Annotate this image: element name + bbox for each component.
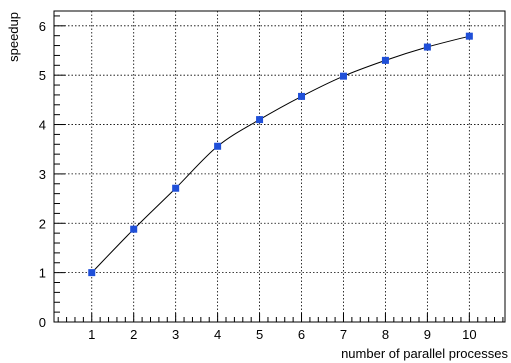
y-axis-label: speedup	[6, 12, 21, 62]
x-tick-label: 5	[256, 327, 263, 342]
y-tick-label: 6	[39, 19, 46, 34]
x-tick-label: 1	[88, 327, 95, 342]
x-tick-label: 9	[424, 327, 431, 342]
data-point	[130, 225, 138, 233]
data-point	[214, 142, 222, 150]
x-tick-label: 8	[382, 327, 389, 342]
x-tick-label: 6	[298, 327, 305, 342]
data-point	[423, 43, 431, 51]
x-tick-label: 7	[340, 327, 347, 342]
x-tick-label: 4	[214, 327, 221, 342]
x-tick-label: 3	[172, 327, 179, 342]
data-point	[381, 56, 389, 64]
data-point	[256, 116, 264, 124]
y-tick-label: 5	[39, 68, 46, 83]
y-tick-label: 4	[39, 118, 46, 133]
plot-frame	[53, 10, 506, 323]
data-point	[88, 269, 96, 277]
y-tick-label: 3	[39, 167, 46, 182]
x-tick-label: 10	[462, 327, 476, 342]
data-point	[339, 72, 347, 80]
series-line	[91, 35, 470, 273]
data-point	[172, 184, 180, 192]
labels: number of parallel processes speedup	[6, 12, 508, 361]
y-tick-label: 2	[39, 216, 46, 231]
series	[88, 32, 473, 277]
y-tick-label: 1	[39, 266, 46, 281]
axes: 1 2 3 4 5 6 7 8 9 10 0 1 2 3 4 5 6	[39, 10, 506, 342]
x-tick-label: 2	[130, 327, 137, 342]
data-point	[465, 32, 473, 40]
x-axis-label: number of parallel processes	[341, 346, 508, 361]
grid	[54, 11, 505, 322]
y-tick-label: 0	[39, 315, 46, 330]
data-point	[298, 92, 306, 100]
